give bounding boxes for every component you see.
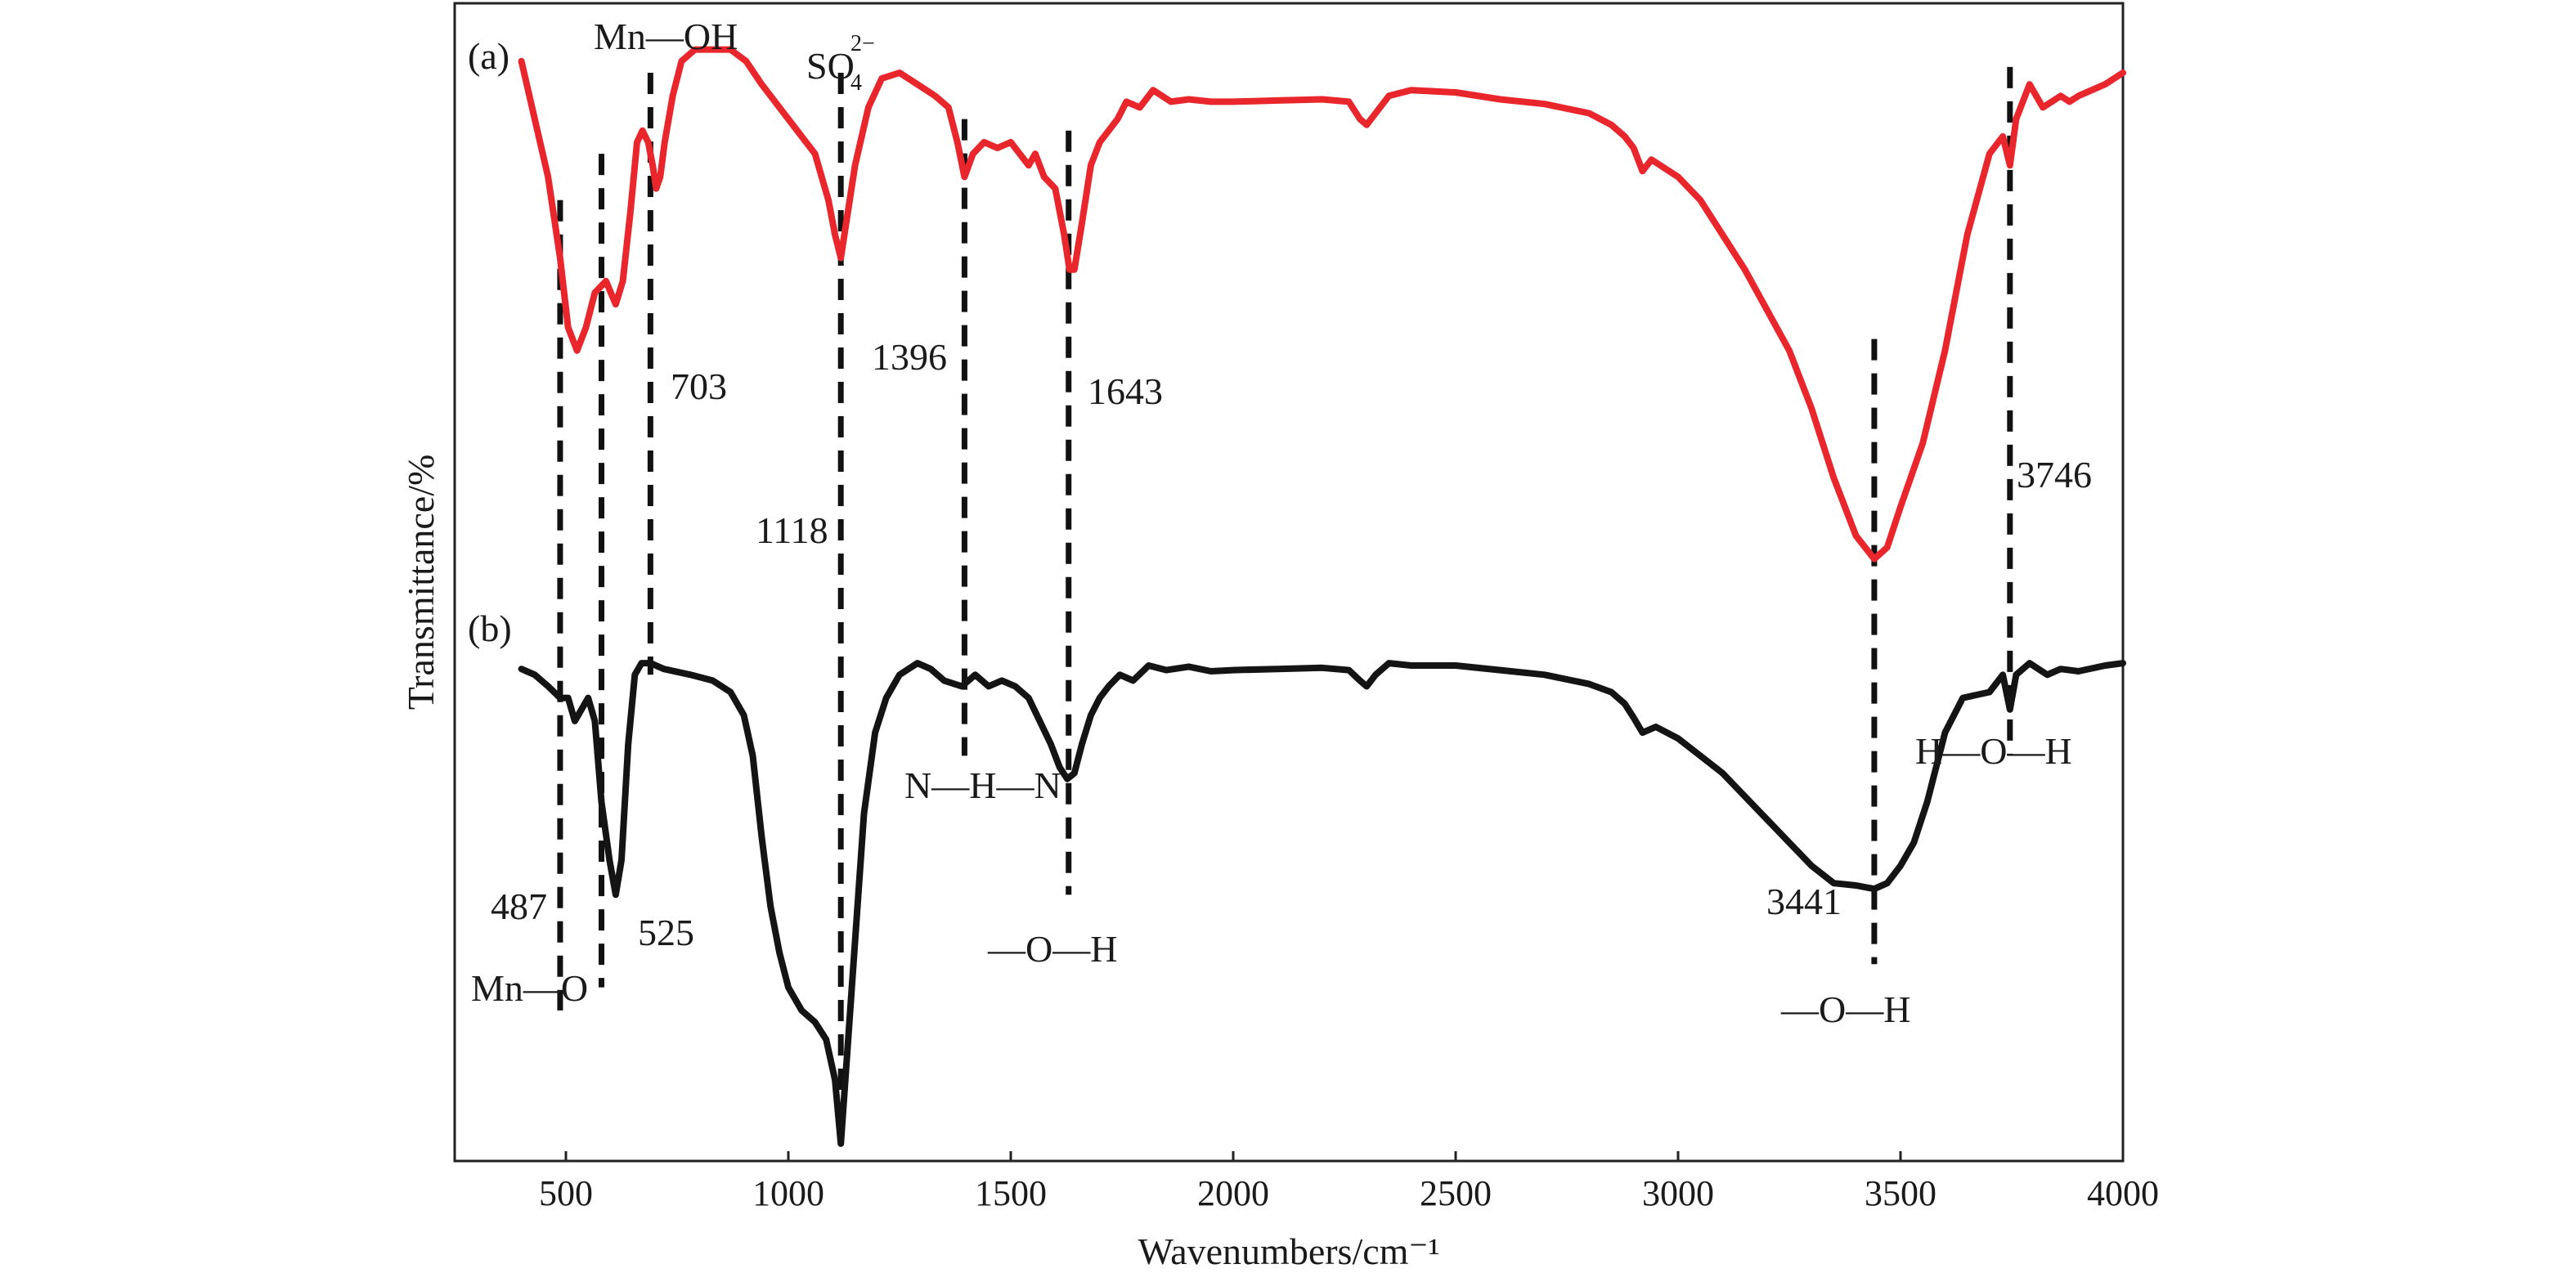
x-axis-title: Wavenumbers/cm⁻¹ [1138, 1230, 1439, 1272]
panel-label-b: (b) [468, 607, 512, 649]
svg-text:2−: 2− [850, 31, 875, 56]
x-tick-label: 2000 [1197, 1173, 1269, 1213]
label-o-h-1: —O—H [987, 928, 1117, 970]
x-tick-label: 4000 [2087, 1173, 2159, 1213]
peak-markers [557, 66, 2013, 1138]
label-o-h-2: —O—H [1780, 988, 1910, 1030]
y-axis-title: Transmittance/% [400, 455, 442, 710]
label-1643: 1643 [1088, 370, 1163, 412]
label-3441: 3441 [1766, 881, 1842, 922]
label-1118: 1118 [756, 509, 828, 551]
x-tick-label: 1000 [752, 1173, 824, 1213]
plot-frame [453, 2, 2125, 1163]
label-3746: 3746 [2017, 454, 2092, 495]
label-so4: SO 4 2− [806, 31, 875, 96]
label-n-h-n: N—H—N [904, 764, 1061, 806]
x-tick-label: 3000 [1642, 1173, 1714, 1213]
series-a-line [518, 46, 2126, 563]
x-tick-label: 3500 [1865, 1173, 1936, 1213]
label-703: 703 [671, 365, 727, 407]
x-tick-label: 2500 [1420, 1173, 1492, 1213]
label-487: 487 [491, 885, 547, 927]
label-mn-oh: Mn—OH [594, 16, 738, 57]
label-mn-o: Mn—O [471, 967, 588, 1009]
label-525: 525 [638, 912, 694, 953]
x-tick-label: 1500 [975, 1173, 1047, 1213]
label-1396: 1396 [872, 336, 947, 378]
spectra-curves [518, 46, 2126, 1147]
svg-text:4: 4 [850, 70, 862, 96]
series-b-line [518, 660, 2126, 1147]
x-axis-ticks: 500 1000 1500 2000 2500 3000 3500 4000 [539, 1151, 2159, 1213]
x-tick-label: 500 [539, 1173, 593, 1213]
svg-text:SO: SO [806, 45, 855, 87]
panel-label-a: (a) [468, 35, 509, 77]
label-h-o-h: H—O—H [1915, 730, 2072, 772]
